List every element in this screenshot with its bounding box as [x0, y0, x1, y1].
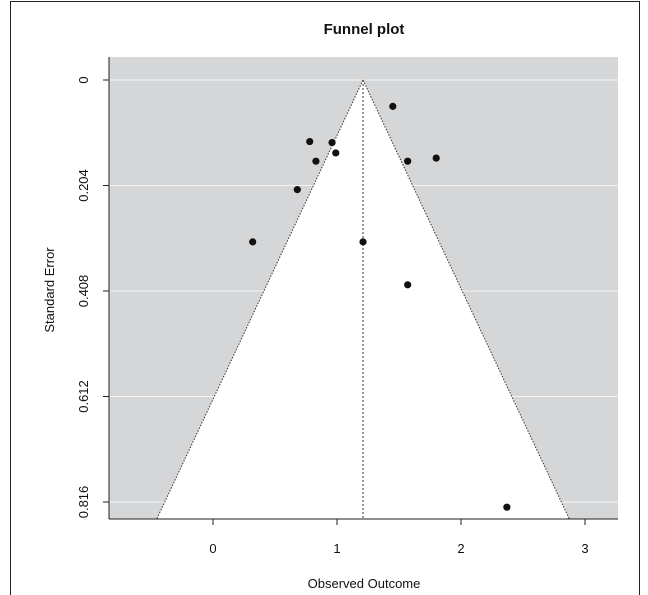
- data-point: [432, 154, 440, 162]
- y-tick-label: 0.408: [76, 275, 91, 308]
- data-point: [359, 238, 367, 246]
- x-tick-label: 0: [209, 541, 216, 556]
- data-point: [312, 157, 320, 165]
- data-point: [293, 186, 301, 194]
- chart-title: Funnel plot: [324, 21, 405, 38]
- data-point: [249, 238, 257, 246]
- data-point: [404, 281, 412, 289]
- y-tick-label: 0.612: [76, 380, 91, 413]
- x-tick-label: 3: [581, 541, 588, 556]
- funnel-region: [156, 80, 570, 519]
- data-point: [332, 149, 340, 157]
- data-point: [404, 157, 412, 165]
- data-point: [389, 102, 397, 110]
- y-axis-title: Standard Error: [42, 247, 57, 333]
- x-tick-label: 1: [333, 541, 340, 556]
- data-point: [503, 503, 511, 511]
- y-tick-label: 0.204: [76, 169, 91, 202]
- y-tick-label: 0: [76, 76, 91, 83]
- x-axis-title: Observed Outcome: [308, 576, 421, 591]
- figure-frame: [10, 1, 640, 595]
- y-tick-label: 0.816: [76, 486, 91, 519]
- x-tick-label: 2: [457, 541, 464, 556]
- data-point: [306, 137, 314, 146]
- data-point: [328, 138, 336, 147]
